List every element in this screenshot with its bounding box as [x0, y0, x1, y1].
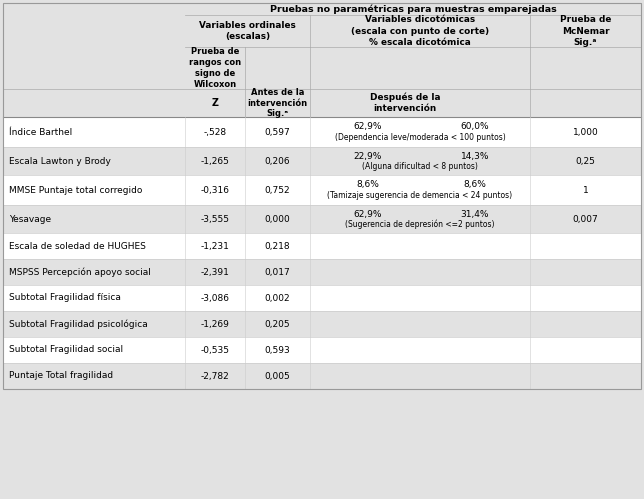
Text: 62,9%: 62,9%: [354, 210, 383, 219]
Text: Después de la
intervención: Después de la intervención: [370, 93, 440, 113]
Text: Antes de la
intervención
Sig.ᵃ: Antes de la intervención Sig.ᵃ: [247, 88, 308, 118]
Bar: [3, 3, 641, 389]
Text: 22,9%: 22,9%: [354, 152, 382, 161]
Text: Subtotal Fragilidad física: Subtotal Fragilidad física: [9, 293, 121, 302]
Text: 1,000: 1,000: [573, 128, 598, 137]
Text: Escala de soledad de HUGHES: Escala de soledad de HUGHES: [9, 242, 146, 250]
Text: 0,002: 0,002: [265, 293, 290, 302]
Text: -0,316: -0,316: [200, 186, 229, 195]
Text: -1,269: -1,269: [200, 319, 229, 328]
Text: (Sugerencia de depresión <=2 puntos): (Sugerencia de depresión <=2 puntos): [345, 219, 495, 229]
Text: 14,3%: 14,3%: [460, 152, 489, 161]
Text: Prueba de
McNemar
Sig.ᵃ: Prueba de McNemar Sig.ᵃ: [560, 15, 611, 46]
Bar: [3, 233, 641, 259]
Bar: [3, 337, 641, 363]
Text: 31,4%: 31,4%: [460, 210, 489, 219]
Text: (Alguna dificultad < 8 puntos): (Alguna dificultad < 8 puntos): [362, 162, 478, 171]
Text: (Tamizaje sugerencia de demencia < 24 puntos): (Tamizaje sugerencia de demencia < 24 pu…: [327, 191, 513, 200]
Text: 0,206: 0,206: [265, 157, 290, 166]
Bar: [3, 363, 641, 389]
Text: Puntaje Total fragilidad: Puntaje Total fragilidad: [9, 371, 113, 381]
Text: Yesavage: Yesavage: [9, 215, 51, 224]
Text: 0,597: 0,597: [265, 128, 290, 137]
Text: -0,535: -0,535: [200, 345, 229, 354]
Text: 0,205: 0,205: [265, 319, 290, 328]
Text: MSPSS Percepción apoyo social: MSPSS Percepción apoyo social: [9, 267, 151, 277]
Bar: [3, 205, 641, 233]
Bar: [3, 175, 641, 205]
Text: 0,007: 0,007: [573, 215, 598, 224]
Text: 8,6%: 8,6%: [357, 181, 379, 190]
Text: Variables ordinales
(escalas): Variables ordinales (escalas): [199, 21, 296, 41]
Text: 0,25: 0,25: [576, 157, 596, 166]
Text: -3,555: -3,555: [200, 215, 229, 224]
Text: 62,9%: 62,9%: [354, 122, 383, 131]
Bar: [3, 285, 641, 311]
Text: 0,005: 0,005: [265, 371, 290, 381]
Bar: [3, 3, 641, 117]
Text: -2,782: -2,782: [201, 371, 229, 381]
Text: Escala Lawton y Brody: Escala Lawton y Brody: [9, 157, 111, 166]
Bar: [3, 311, 641, 337]
Bar: [3, 259, 641, 285]
Text: 0,752: 0,752: [265, 186, 290, 195]
Text: Variables dicotómicas
(escala con punto de corte)
% escala dicotómica: Variables dicotómicas (escala con punto …: [351, 15, 489, 46]
Text: MMSE Puntaje total corregido: MMSE Puntaje total corregido: [9, 186, 142, 195]
Text: Pruebas no paramétricas para muestras emparejadas: Pruebas no paramétricas para muestras em…: [270, 4, 556, 14]
Text: -3,086: -3,086: [200, 293, 229, 302]
Text: -1,265: -1,265: [200, 157, 229, 166]
Text: Z: Z: [212, 98, 218, 108]
Text: 0,017: 0,017: [265, 267, 290, 276]
Text: Prueba de
rangos con
signo de
Wilcoxon: Prueba de rangos con signo de Wilcoxon: [189, 47, 241, 89]
Text: 0,593: 0,593: [265, 345, 290, 354]
Text: 0,218: 0,218: [265, 242, 290, 250]
Text: -,528: -,528: [204, 128, 227, 137]
Text: -2,391: -2,391: [200, 267, 229, 276]
Text: (Dependencia leve/moderada < 100 puntos): (Dependencia leve/moderada < 100 puntos): [335, 133, 506, 142]
Text: Subtotal Fragilidad social: Subtotal Fragilidad social: [9, 345, 123, 354]
Text: 0,000: 0,000: [265, 215, 290, 224]
Bar: [3, 147, 641, 175]
Text: 1: 1: [583, 186, 589, 195]
Text: Subtotal Fragilidad psicológica: Subtotal Fragilidad psicológica: [9, 319, 147, 329]
Text: 8,6%: 8,6%: [464, 181, 486, 190]
Text: Índice Barthel: Índice Barthel: [9, 128, 72, 137]
Text: -1,231: -1,231: [200, 242, 229, 250]
Text: 60,0%: 60,0%: [460, 122, 489, 131]
Bar: [3, 117, 641, 147]
